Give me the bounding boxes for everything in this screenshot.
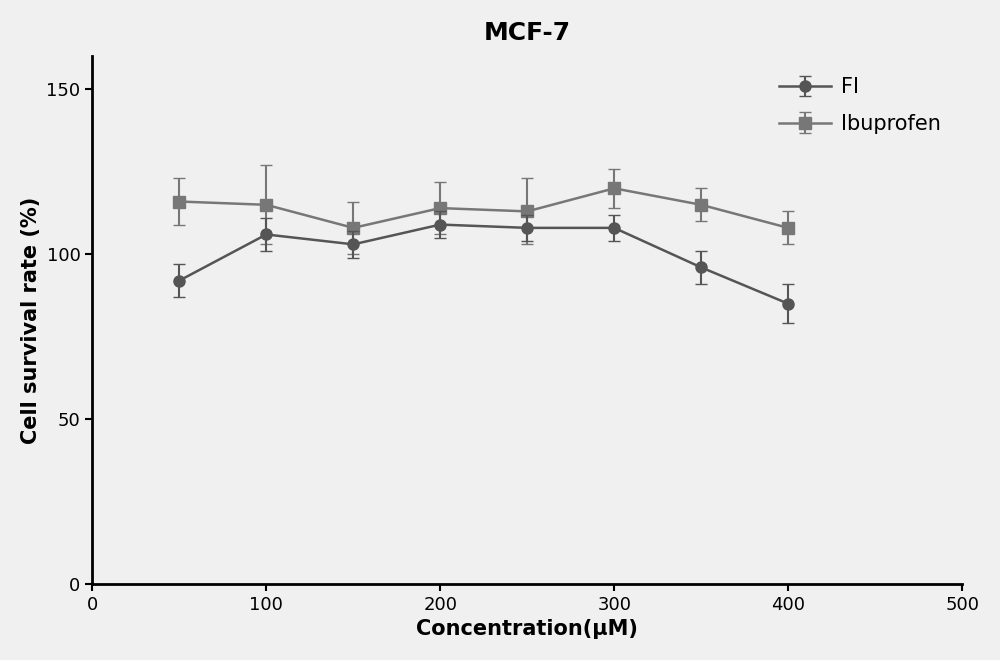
X-axis label: Concentration(μM): Concentration(μM) <box>416 619 638 639</box>
Title: MCF-7: MCF-7 <box>484 21 571 45</box>
Y-axis label: Cell survival rate (%): Cell survival rate (%) <box>21 197 41 444</box>
Legend: FI, Ibuprofen: FI, Ibuprofen <box>769 67 952 145</box>
